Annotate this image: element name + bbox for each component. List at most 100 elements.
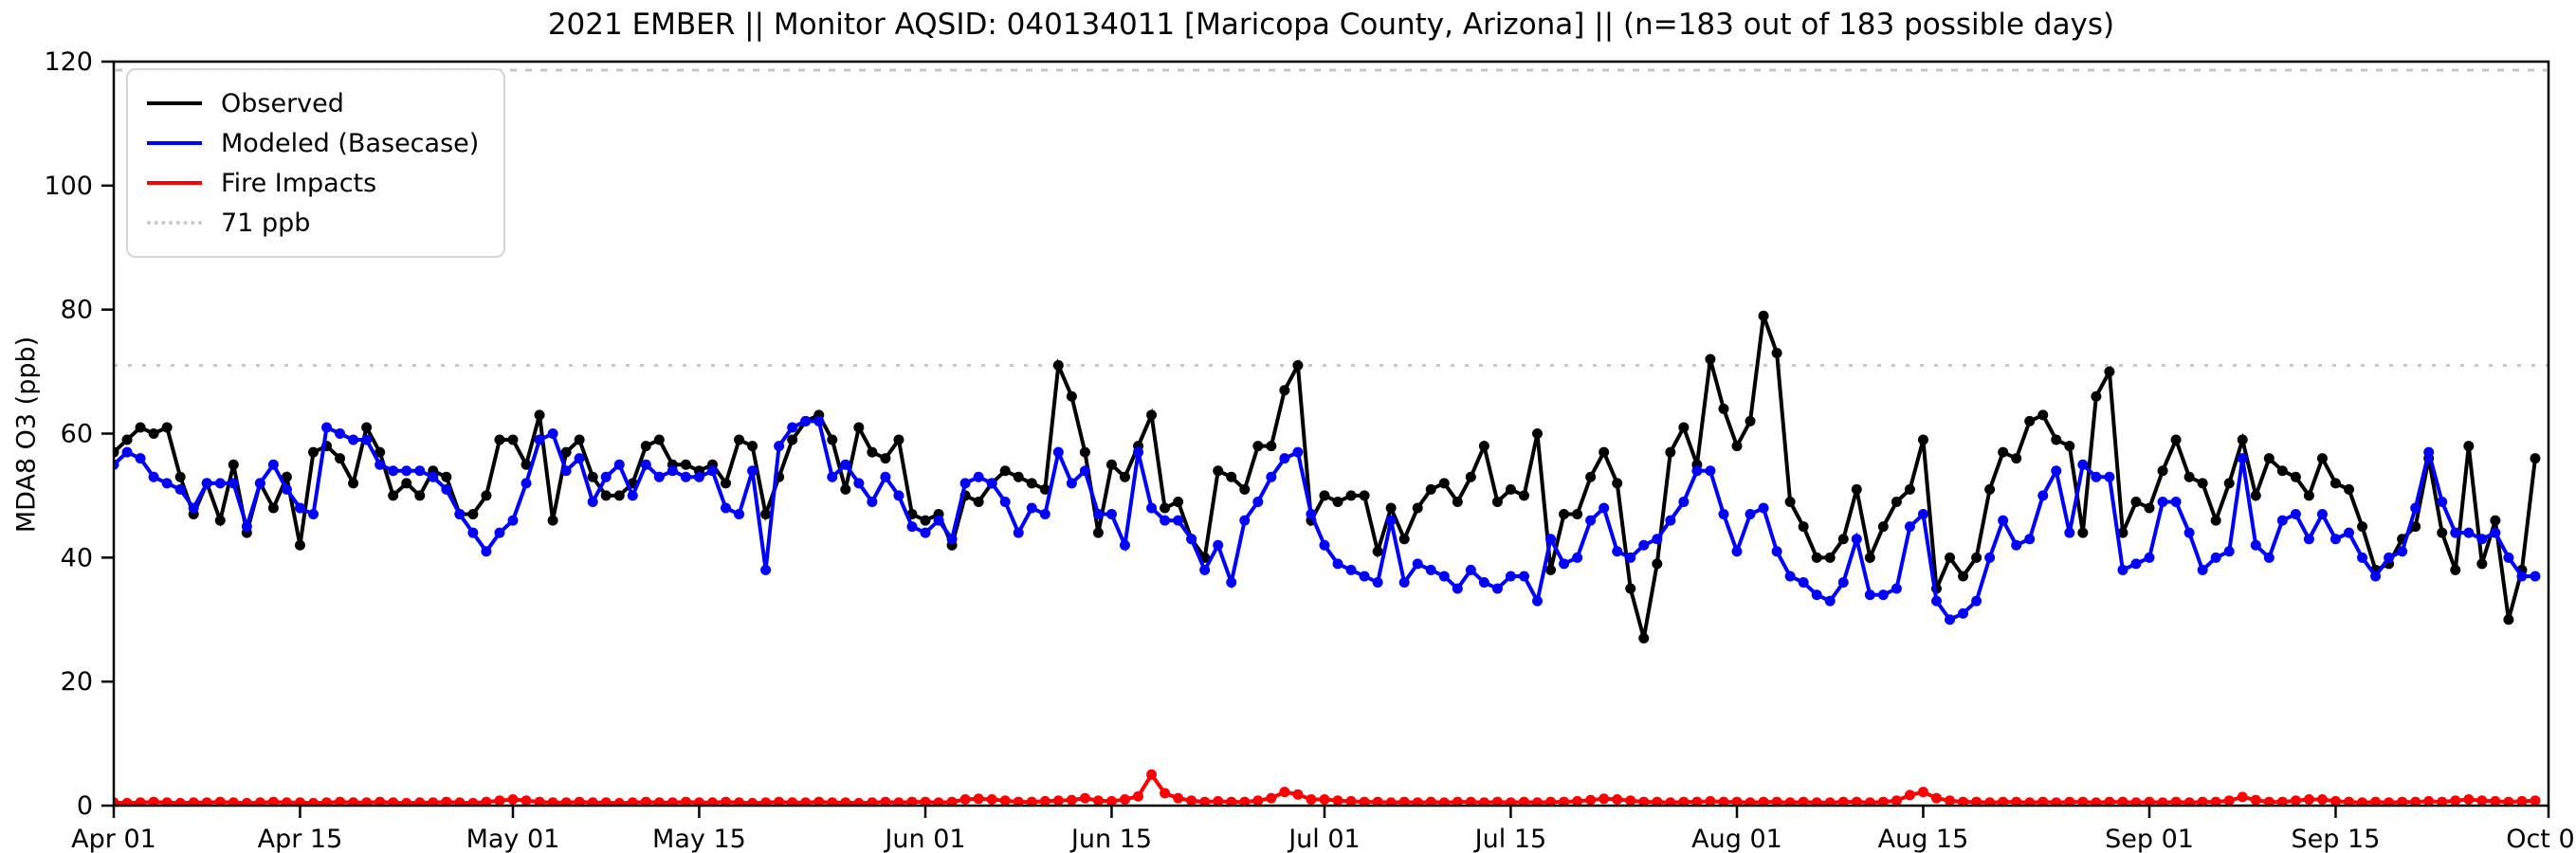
data-point-fire-impacts xyxy=(1877,796,1889,807)
data-point-modeled-basecase xyxy=(880,471,891,482)
data-point-observed xyxy=(294,539,305,551)
data-point-modeled-basecase xyxy=(1505,571,1516,582)
legend-item-fire: Fire Impacts xyxy=(147,163,479,203)
data-point-observed xyxy=(1784,496,1796,507)
data-point-observed xyxy=(1837,534,1849,545)
data-point-fire-impacts xyxy=(2117,796,2128,807)
fire-line-sample xyxy=(147,181,202,185)
data-point-modeled-basecase xyxy=(640,459,651,470)
y-tick-label: 80 xyxy=(61,296,93,325)
data-point-fire-impacts xyxy=(1345,795,1357,807)
data-point-observed xyxy=(1213,465,1224,477)
data-point-fire-impacts xyxy=(1306,793,1317,805)
data-point-fire-impacts xyxy=(893,797,904,807)
data-point-modeled-basecase xyxy=(2197,564,2208,575)
data-point-modeled-basecase xyxy=(2490,527,2501,538)
data-point-observed xyxy=(361,422,373,433)
data-point-observed xyxy=(1013,471,1024,482)
data-point-modeled-basecase xyxy=(2423,446,2435,458)
data-point-observed xyxy=(1026,478,1037,489)
data-point-modeled-basecase xyxy=(281,483,292,495)
data-point-modeled-basecase xyxy=(1904,521,1915,533)
data-point-modeled-basecase xyxy=(774,441,785,452)
data-point-modeled-basecase xyxy=(2263,552,2275,563)
data-point-fire-impacts xyxy=(294,797,305,807)
data-point-fire-impacts xyxy=(721,796,732,807)
data-point-modeled-basecase xyxy=(2117,564,2128,575)
data-point-observed xyxy=(1745,415,1756,426)
data-point-observed xyxy=(375,446,386,458)
data-point-observed xyxy=(1452,496,1463,507)
data-point-fire-impacts xyxy=(774,796,785,807)
legend-item-threshold: 71 ppb xyxy=(147,203,479,243)
data-point-fire-impacts xyxy=(2210,796,2221,807)
data-point-modeled-basecase xyxy=(1837,577,1849,588)
data-point-fire-impacts xyxy=(2357,797,2368,807)
data-point-modeled-basecase xyxy=(1891,583,1902,594)
data-point-modeled-basecase xyxy=(1079,465,1090,477)
data-point-observed xyxy=(2463,441,2475,452)
data-point-observed xyxy=(587,471,598,482)
x-tick-label: May 01 xyxy=(466,825,560,853)
data-point-modeled-basecase xyxy=(321,422,333,433)
data-point-modeled-basecase xyxy=(1491,583,1503,594)
x-tick-label: Aug 15 xyxy=(1878,825,1969,853)
x-tick-label: Jul 15 xyxy=(1473,825,1547,853)
data-point-observed xyxy=(1731,441,1743,452)
data-point-modeled-basecase xyxy=(267,459,279,470)
y-tick-label: 120 xyxy=(44,47,93,77)
data-point-modeled-basecase xyxy=(2144,552,2155,563)
data-point-observed xyxy=(1491,496,1503,507)
data-point-observed xyxy=(1652,558,1663,570)
data-point-fire-impacts xyxy=(2064,796,2075,807)
data-point-fire-impacts xyxy=(973,793,984,805)
data-point-fire-impacts xyxy=(534,796,545,807)
data-point-observed xyxy=(999,465,1011,477)
data-point-observed xyxy=(600,490,612,501)
y-tick-label: 100 xyxy=(44,172,93,201)
data-point-observed xyxy=(2357,521,2368,533)
data-point-modeled-basecase xyxy=(2130,558,2142,570)
data-point-observed xyxy=(1119,471,1130,482)
data-point-fire-impacts xyxy=(281,797,292,807)
data-point-modeled-basecase xyxy=(1266,471,1277,482)
data-point-observed xyxy=(1279,385,1290,396)
data-point-fire-impacts xyxy=(1173,792,1184,804)
data-point-observed xyxy=(2144,502,2155,514)
data-point-modeled-basecase xyxy=(2290,509,2301,520)
data-point-fire-impacts xyxy=(1945,795,1956,807)
y-tick-label: 40 xyxy=(61,543,93,572)
data-point-fire-impacts xyxy=(1678,796,1690,807)
data-point-modeled-basecase xyxy=(973,471,984,482)
data-point-observed xyxy=(1798,521,1809,533)
data-point-fire-impacts xyxy=(1930,792,1942,804)
data-point-modeled-basecase xyxy=(1226,577,1237,588)
data-point-observed xyxy=(174,471,186,482)
data-point-observed xyxy=(2077,527,2089,538)
data-point-modeled-basecase xyxy=(1758,502,1769,514)
data-point-observed xyxy=(1105,459,1117,470)
data-point-fire-impacts xyxy=(148,796,159,807)
data-point-fire-impacts xyxy=(640,796,651,807)
data-point-fire-impacts xyxy=(228,797,239,807)
x-tick-label: Oct 01 xyxy=(2506,825,2576,853)
data-point-observed xyxy=(2157,465,2168,477)
data-point-modeled-basecase xyxy=(2024,534,2036,545)
data-point-modeled-basecase xyxy=(1279,453,1290,464)
data-point-modeled-basecase xyxy=(2303,534,2314,545)
data-point-observed xyxy=(1811,552,1822,563)
data-point-fire-impacts xyxy=(680,796,691,807)
data-point-fire-impacts xyxy=(853,797,865,807)
data-point-modeled-basecase xyxy=(2276,515,2288,526)
data-point-observed xyxy=(2064,441,2075,452)
data-point-observed xyxy=(2130,496,2142,507)
data-point-observed xyxy=(135,422,146,433)
data-point-modeled-basecase xyxy=(2223,546,2235,557)
data-point-modeled-basecase xyxy=(1678,496,1690,507)
data-point-modeled-basecase xyxy=(414,465,426,477)
data-point-modeled-basecase xyxy=(1572,552,1583,563)
data-point-observed xyxy=(2476,558,2488,570)
data-point-modeled-basecase xyxy=(1971,595,1982,607)
data-point-fire-impacts xyxy=(2370,796,2382,807)
data-point-modeled-basecase xyxy=(1398,577,1410,588)
